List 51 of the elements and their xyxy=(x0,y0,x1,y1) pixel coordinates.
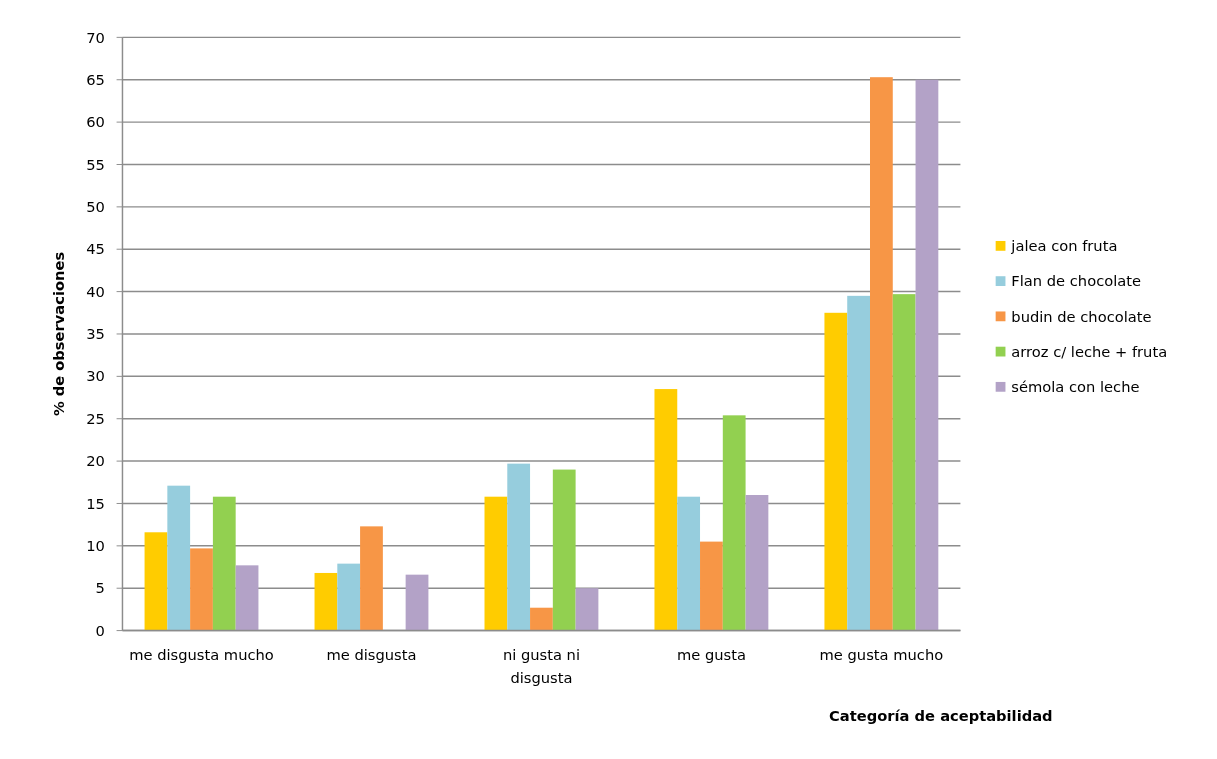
x-tick-label: me disgusta mucho xyxy=(129,645,274,663)
bar xyxy=(484,496,508,631)
y-tick-label: 25 xyxy=(86,409,105,427)
bar xyxy=(212,496,236,631)
bar xyxy=(552,469,576,631)
bar xyxy=(870,77,893,631)
y-tick-label: 40 xyxy=(86,282,105,300)
bar xyxy=(530,607,553,631)
bar xyxy=(847,295,870,631)
legend-label: jalea con fruta xyxy=(1010,237,1118,255)
y-tick-label: 15 xyxy=(86,494,105,512)
y-tick-label: 65 xyxy=(86,70,105,88)
y-tick-label: 0 xyxy=(95,621,105,639)
y-tick-label: 35 xyxy=(86,325,105,343)
bar xyxy=(190,548,213,631)
bar xyxy=(654,389,678,631)
y-tick-label: 20 xyxy=(86,452,105,470)
x-tick-label: me disgusta xyxy=(326,645,417,663)
bar xyxy=(745,495,769,631)
bar xyxy=(314,572,338,631)
legend-label: sémola con leche xyxy=(1011,377,1140,395)
x-tick-label: me gusta mucho xyxy=(819,645,944,663)
bar xyxy=(337,563,361,631)
y-tick-label: 55 xyxy=(86,155,105,173)
legend-label: Flan de chocolate xyxy=(1011,272,1142,290)
x-tick-label: me gusta xyxy=(676,645,746,663)
bar xyxy=(700,541,723,631)
legend-label: arroz c/ leche + fruta xyxy=(1011,342,1168,360)
y-tick-label: 10 xyxy=(86,536,105,554)
legend-label: budin de chocolate xyxy=(1011,307,1152,325)
y-tick-label: 50 xyxy=(86,198,105,215)
x-tick-label: ni gusta ni disgusta xyxy=(502,645,580,687)
bar xyxy=(824,312,848,631)
bar xyxy=(235,565,259,631)
y-tick-label: 30 xyxy=(86,367,105,385)
y-tick-label: 5 xyxy=(95,579,105,597)
y-tick-label: 60 xyxy=(86,113,105,131)
bar xyxy=(167,485,191,631)
bar xyxy=(144,532,168,631)
bar xyxy=(677,496,701,631)
bar xyxy=(892,294,916,631)
x-axis-title: Categoría de aceptabilidad xyxy=(829,706,1053,724)
y-tick-label: 70 xyxy=(86,28,105,46)
y-tick-label: 45 xyxy=(86,240,105,258)
bar xyxy=(360,526,383,631)
bar xyxy=(915,79,939,631)
bar xyxy=(722,415,746,631)
bar xyxy=(575,588,599,631)
bar xyxy=(507,463,531,631)
y-axis-title: % de observaciones xyxy=(49,251,67,417)
bar xyxy=(405,574,429,631)
